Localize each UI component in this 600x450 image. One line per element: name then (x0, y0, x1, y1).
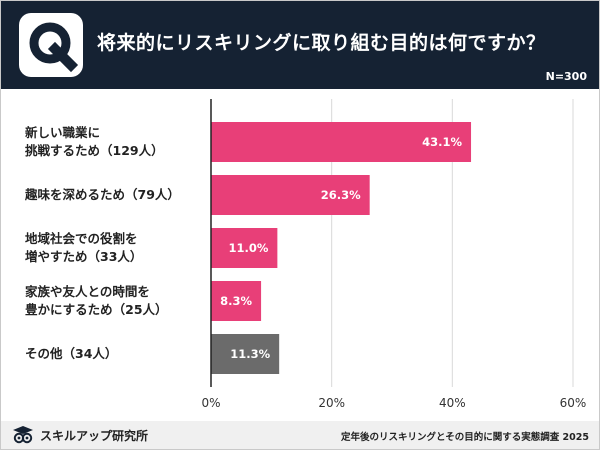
category-label-line: 地域社会での役割を (25, 231, 138, 246)
x-tick-label: 20% (318, 396, 345, 410)
category-label: 新しい職業に挑戦するため（129人） (25, 124, 201, 160)
x-tick-label: 40% (439, 396, 466, 410)
source-note: 定年後のリスキリングとその目的に関する実態調査 2025 (341, 432, 589, 443)
category-label: 趣味を深めるため（79人） (25, 186, 201, 204)
category-label-line: 挑戦するため（129人） (25, 143, 164, 158)
question-title: 将来的にリスキリングに取り組む目的は何ですか？ (97, 32, 546, 54)
category-label: 地域社会での役割を 増やすため（33人） (25, 230, 201, 266)
header: 将来的にリスキリングに取り組む目的は何ですか？ N=300 (1, 1, 599, 89)
bar-value-label: 11.3% (230, 347, 270, 361)
bar (211, 175, 370, 215)
category-label-line: 趣味を深めるため（79人） (25, 187, 180, 202)
category-label-line: 増やすため（33人） (25, 249, 143, 264)
bar (211, 334, 280, 374)
bar (211, 228, 278, 268)
category-label-line: その他（34人） (25, 346, 118, 361)
q-letter-icon (19, 13, 83, 77)
category-label-line: 家族や友人との時間を (25, 284, 150, 299)
bar-value-label: 26.3% (321, 188, 361, 202)
category-label-line: 新しい職業に (25, 125, 101, 140)
footer: スキルアップ研究所 定年後のリスキリングとその目的に関する実態調査 2025 (1, 421, 599, 449)
brand-logo: スキルアップ研究所 (11, 425, 148, 445)
x-tick-label: 60% (560, 396, 587, 410)
category-label: その他（34人） (25, 345, 201, 363)
bar (211, 281, 262, 321)
category-label-line: 豊かにするため（25人） (25, 302, 168, 317)
bar-value-label: 43.1% (422, 135, 462, 149)
owl-graduate-icon (13, 426, 33, 444)
sample-size: N=300 (545, 70, 587, 83)
x-tick-label: 0% (201, 396, 220, 410)
chart-canvas: 43.1% 26.3% 11.0% 8.3% 11.3% 0% 20% 40% 60% (201, 99, 587, 410)
bar-chart: 43.1% 26.3% 11.0% 8.3% 11.3% 0% 20% 40% 60% 新しい職… (1, 89, 599, 421)
category-label: 家族や友人との時間を豊かにするため（25人） (25, 283, 201, 319)
brand-name: スキルアップ研究所 (40, 428, 149, 443)
bar (211, 122, 472, 162)
bar-value-label: 8.3% (220, 294, 252, 308)
bar-value-label: 11.0% (228, 241, 268, 255)
